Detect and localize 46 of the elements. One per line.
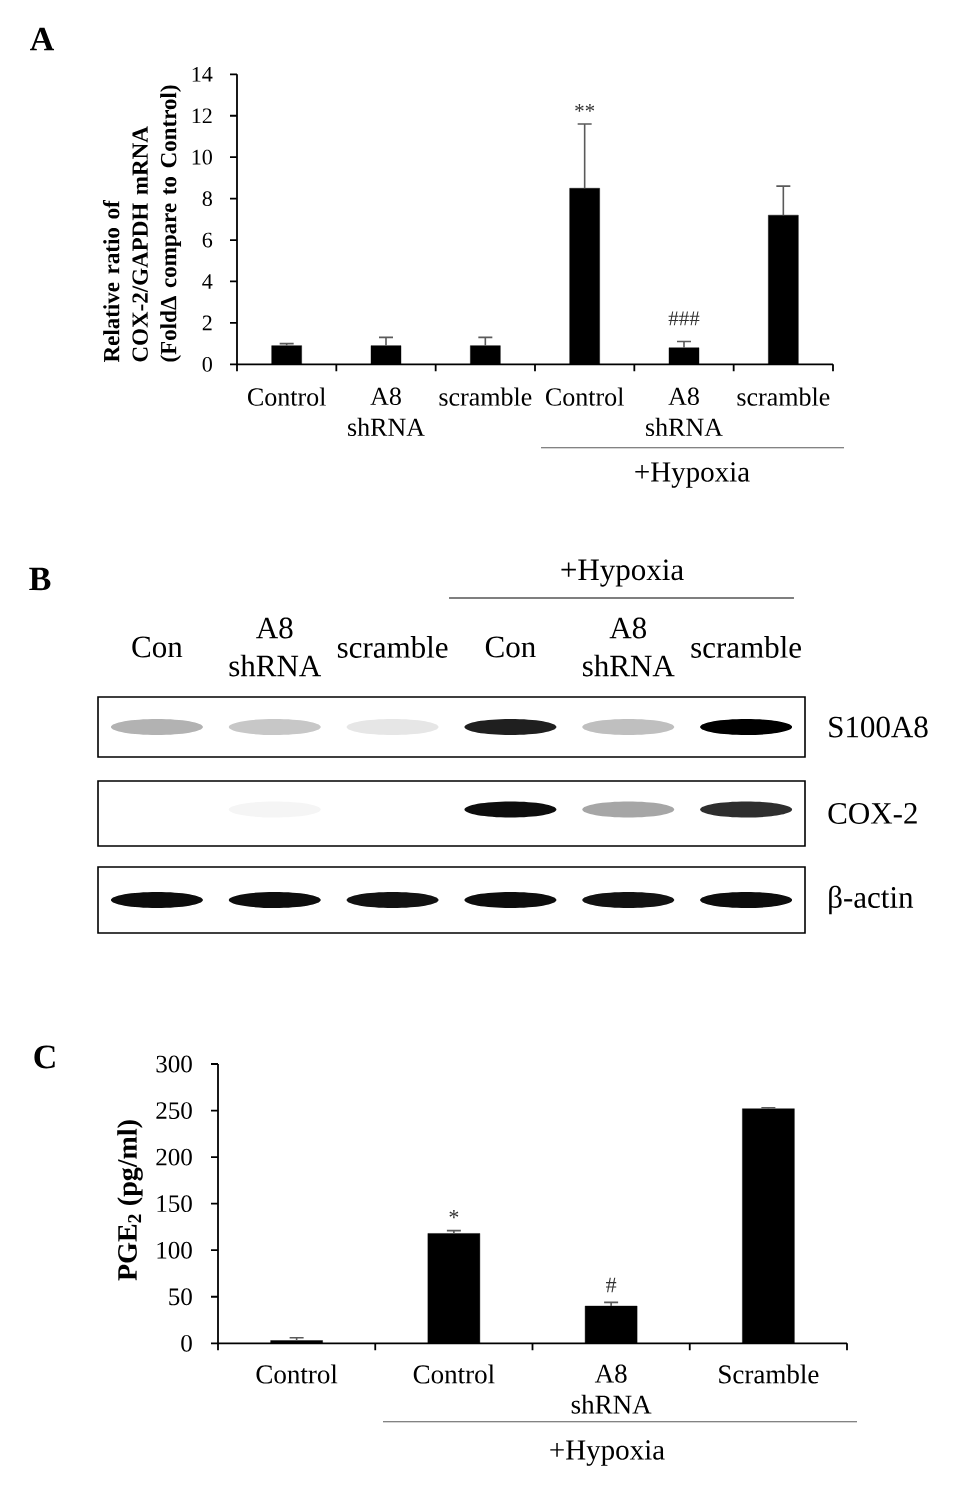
category-label: A8 shRNA <box>229 617 322 677</box>
annotation: * <box>449 1210 459 1219</box>
x-tick-label: Control <box>413 1364 495 1384</box>
y-axis-title: Relative ratio of COX-2/GAPDH mRNA (FoldΔ compare to Control) <box>102 85 182 363</box>
category-label: Con <box>132 636 183 658</box>
text: B <box>29 567 51 591</box>
y-tick-label: 0 <box>202 356 212 372</box>
x-tick-label: Control <box>256 1364 338 1384</box>
chart-title: A <box>30 27 55 51</box>
x-tick-label: scramble <box>737 387 830 406</box>
chart-title: C <box>34 1045 55 1069</box>
y-tick-label: 100 <box>157 1241 192 1259</box>
text: +Hypoxia <box>561 559 684 587</box>
category-label: scramble <box>337 636 448 658</box>
annotation: ### <box>668 311 700 326</box>
x-tick-label: A8 shRNA <box>348 387 425 437</box>
y-tick-label: 14 <box>192 67 213 82</box>
y-tick-label: 50 <box>169 1288 192 1306</box>
x-tick-label: Scramble <box>719 1364 819 1384</box>
y-tick-label: 4 <box>202 274 213 289</box>
x-tick-label: A8 shRNA <box>646 387 723 437</box>
y-tick-label: 300 <box>156 1055 192 1073</box>
y-tick-label: 2 <box>202 315 212 331</box>
y-tick-label: 10 <box>192 149 212 165</box>
category-label: scramble <box>691 636 801 658</box>
category-label: A8 shRNA <box>583 617 675 677</box>
y-tick-label: 6 <box>202 232 213 248</box>
y-tick-label: 8 <box>202 191 212 207</box>
text: +Hypoxia <box>550 1440 665 1466</box>
x-tick-label: A8 shRNA <box>571 1364 652 1414</box>
x-tick-label: Control <box>248 387 326 406</box>
y-tick-label: 200 <box>156 1148 192 1166</box>
annotation: # <box>606 1277 617 1293</box>
category-label: Con <box>485 636 536 658</box>
y-axis-title: PGE$_{2}$ (pg/ml) <box>117 1120 143 1281</box>
text: β-actin <box>829 885 914 915</box>
x-tick-label: scramble <box>439 387 532 406</box>
y-tick-label: 250 <box>156 1102 192 1119</box>
text: S100A8 <box>829 716 928 738</box>
annotation: ** <box>575 104 595 112</box>
y-tick-label: 12 <box>192 108 212 124</box>
x-tick-label: Control <box>546 387 624 406</box>
y-tick-label: 150 <box>157 1195 192 1213</box>
text: +Hypoxia <box>635 462 750 488</box>
y-tick-label: 0 <box>181 1334 192 1352</box>
text: COX-2 <box>828 803 917 824</box>
